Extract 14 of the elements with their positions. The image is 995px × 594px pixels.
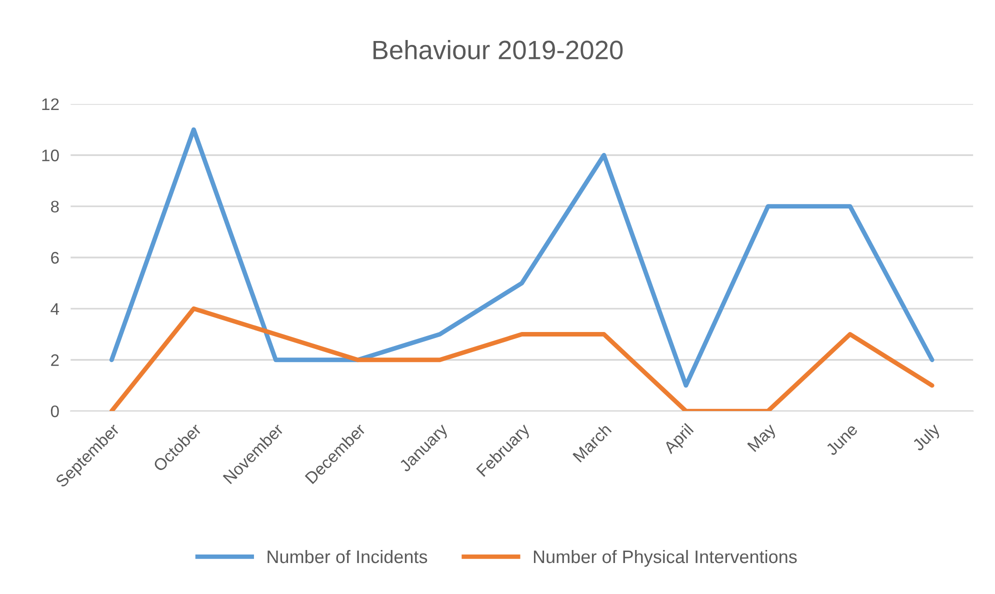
y-tick-label: 8 [50,200,59,213]
chart-title: Behaviour 2019-2020 [373,40,623,60]
legend-label: Number of Physical Interventions [534,550,797,567]
y-tick-label: 10 [42,150,59,162]
y-tick-label: 2 [51,354,59,366]
line-series [109,306,934,412]
y-tick-label: 4 [50,303,60,315]
x-tick-label: May [747,422,779,454]
y-tick-label: 12 [42,98,59,110]
y-tick-label: 0 [50,405,59,418]
y-tick-label: 6 [51,252,59,264]
line-series [109,127,934,388]
legend-label: Number of Incidents [268,550,428,564]
x-tick-label: July [911,422,944,454]
